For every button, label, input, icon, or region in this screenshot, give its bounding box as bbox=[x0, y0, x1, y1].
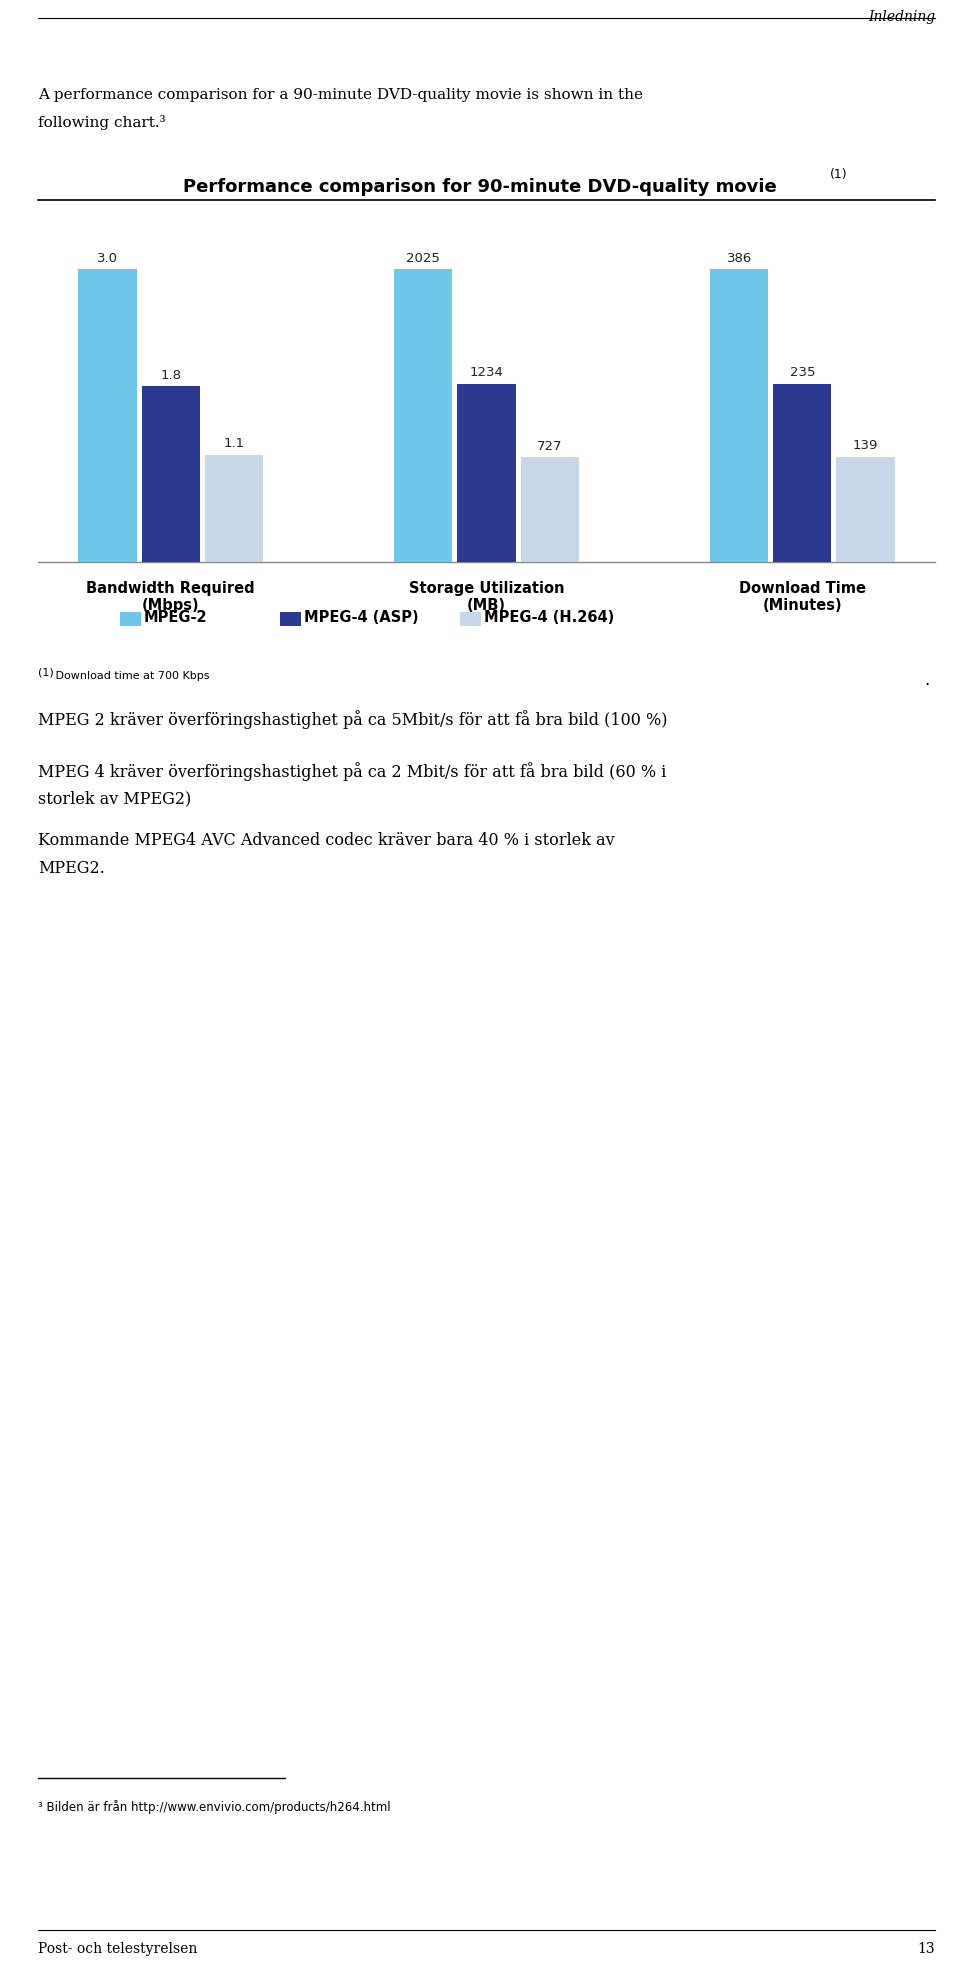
Text: 1.8: 1.8 bbox=[160, 370, 181, 382]
Text: MPEG 2 kräver överföringshastighet på ca 5Mbit/s för att få bra bild (100 %): MPEG 2 kräver överföringshastighet på ca… bbox=[38, 710, 667, 728]
Text: MPEG 4 kräver överföringshastighet på ca 2 Mbit/s för att få bra bild (60 % i: MPEG 4 kräver överföringshastighet på ca… bbox=[38, 762, 666, 781]
Bar bbox=[836, 457, 895, 563]
Text: following chart.³: following chart.³ bbox=[38, 114, 166, 130]
Text: A performance comparison for a 90-minute DVD-quality movie is shown in the: A performance comparison for a 90-minute… bbox=[38, 89, 643, 102]
Text: 727: 727 bbox=[537, 439, 563, 453]
Text: 2025: 2025 bbox=[406, 252, 441, 266]
Text: 235: 235 bbox=[789, 366, 815, 380]
Text: (1): (1) bbox=[38, 667, 54, 679]
Text: 1.1: 1.1 bbox=[224, 437, 245, 451]
Text: 3.0: 3.0 bbox=[97, 252, 118, 266]
Bar bbox=[458, 384, 516, 563]
Text: 139: 139 bbox=[852, 439, 878, 453]
Bar bbox=[774, 384, 831, 563]
Text: Kommande MPEG4 AVC Advanced codec kräver bara 40 % i storlek av: Kommande MPEG4 AVC Advanced codec kräver… bbox=[38, 832, 614, 848]
Text: Post- och telestyrelsen: Post- och telestyrelsen bbox=[38, 1942, 198, 1956]
Text: MPEG-2: MPEG-2 bbox=[144, 610, 207, 626]
Text: Inledning: Inledning bbox=[868, 10, 935, 24]
Text: ³ Bilden är från http://www.envivio.com/products/h264.html: ³ Bilden är från http://www.envivio.com/… bbox=[38, 1801, 391, 1814]
Text: Performance comparison for 90-minute DVD-quality movie: Performance comparison for 90-minute DVD… bbox=[183, 177, 777, 197]
Bar bbox=[395, 270, 452, 563]
Text: (1): (1) bbox=[830, 167, 848, 181]
Text: 386: 386 bbox=[727, 252, 752, 266]
Text: Download time at 700 Kbps: Download time at 700 Kbps bbox=[52, 671, 209, 681]
Text: MPEG2.: MPEG2. bbox=[38, 860, 105, 878]
Bar bbox=[204, 455, 263, 563]
Text: .: . bbox=[924, 671, 930, 689]
Bar bbox=[79, 270, 136, 563]
Text: MPEG-4 (ASP): MPEG-4 (ASP) bbox=[304, 610, 419, 626]
Text: MPEG-4 (H.264): MPEG-4 (H.264) bbox=[484, 610, 614, 626]
Bar bbox=[710, 270, 768, 563]
Bar bbox=[520, 457, 579, 563]
Bar bbox=[141, 386, 200, 563]
Text: 13: 13 bbox=[918, 1942, 935, 1956]
Text: 1234: 1234 bbox=[469, 366, 503, 380]
Text: storlek av MPEG2): storlek av MPEG2) bbox=[38, 789, 191, 807]
